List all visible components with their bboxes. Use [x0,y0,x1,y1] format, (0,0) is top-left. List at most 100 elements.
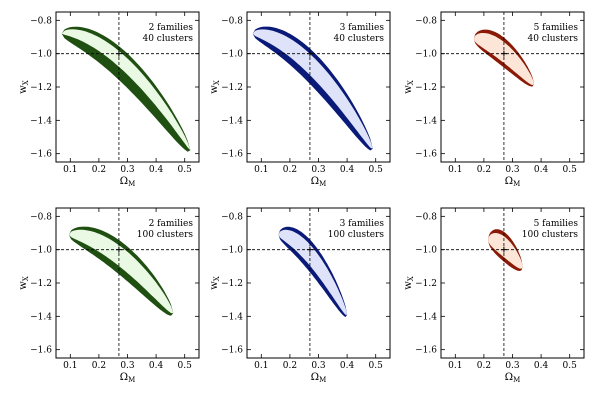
fiducial-point [115,50,122,57]
contour-regions [68,226,174,316]
contour-regions [61,26,191,152]
contour-level-1 [61,26,191,152]
panel-6: 0.1 0.2 0.3 0.4 0.5 −1.6 −1.4 −1.2 −1.0 −0.8 ΩM wX 5… [403,207,585,384]
x-tick-label: 0.4 [340,165,355,175]
annotation-line-2: 40 clusters [142,34,193,44]
panel-2: 0.1 0.2 0.3 0.4 0.5 −1.6 −1.4 −1.2 −1.0 −0.8 ΩM wX 3… [209,11,391,188]
y-axis-label: wX [18,80,30,94]
fiducial-point [115,246,122,253]
x-tick-label: 0.1 [63,361,77,371]
y-axis-label: wX [209,80,221,94]
y-tick-label: −0.8 [415,16,437,26]
annotation-line-2: 40 clusters [527,34,578,44]
x-tick-label: 0.3 [505,165,520,175]
annotation-line-2: 100 clusters [137,230,194,240]
y-tick-label: −1.4 [30,312,52,322]
annotation-line-1: 5 families [534,219,579,229]
y-tick-label: −1.0 [221,50,243,60]
x-tick-label: 0.1 [63,165,77,175]
y-axis-label: wX [209,276,221,290]
y-tick-label: −1.6 [415,346,437,356]
x-tick-label: 0.4 [534,361,549,371]
x-tick-label: 0.5 [369,165,384,175]
x-axis-label: ΩM [311,372,326,384]
x-tick-label: 0.2 [283,361,297,371]
fiducial-point [306,50,313,57]
y-tick-label: −1.0 [30,246,52,256]
fiducial-point [500,50,507,57]
panel-5: 0.1 0.2 0.3 0.4 0.5 −1.6 −1.4 −1.2 −1.0 −0.8 ΩM wX 3… [209,207,391,384]
contour-level-4 [68,229,174,314]
y-tick-label: −0.8 [221,212,243,222]
annotation-line-1: 3 families [340,219,385,229]
y-tick-label: −1.4 [415,312,437,322]
annotation-line-1: 2 families [149,23,194,33]
y-tick-label: −0.8 [221,16,243,26]
x-tick-label: 0.3 [120,165,135,175]
x-tick-label: 0.4 [340,361,355,371]
annotation-line-1: 2 families [149,219,194,229]
fiducial-point [500,246,507,253]
annotation-line-2: 100 clusters [328,230,385,240]
x-axis-label: ΩM [120,372,135,384]
y-tick-label: −1.4 [221,116,243,126]
annotation-line-2: 40 clusters [333,34,384,44]
y-tick-label: −1.0 [221,246,243,256]
x-tick-label: 0.3 [505,361,520,371]
y-tick-label: −1.6 [221,346,243,356]
x-tick-label: 0.3 [120,361,135,371]
x-tick-label: 0.3 [311,361,326,371]
x-tick-label: 0.4 [534,165,549,175]
x-tick-label: 0.5 [563,165,578,175]
x-tick-label: 0.3 [311,165,326,175]
contour-regions [252,26,373,151]
x-tick-label: 0.2 [283,165,297,175]
y-tick-label: −1.6 [30,150,52,160]
annotation-line-1: 3 families [340,23,385,33]
y-tick-label: −1.2 [30,279,52,289]
y-tick-label: −1.4 [415,116,437,126]
x-axis-label: ΩM [120,176,135,188]
x-tick-label: 0.5 [178,165,193,175]
y-tick-label: −0.8 [30,212,52,222]
y-tick-label: −1.6 [221,150,243,160]
y-tick-label: −1.6 [415,150,437,160]
x-tick-label: 0.1 [448,165,462,175]
contour-regions [278,226,348,317]
annotation-line-1: 5 families [534,23,579,33]
x-tick-label: 0.4 [149,361,164,371]
panel-3: 0.1 0.2 0.3 0.4 0.5 −1.6 −1.4 −1.2 −1.0 −0.8 ΩM wX 5… [403,11,585,188]
y-tick-label: −1.0 [30,50,52,60]
y-tick-label: −1.2 [30,83,52,93]
annotation-line-2: 100 clusters [522,230,579,240]
x-tick-label: 0.5 [178,361,193,371]
y-axis-label: wX [403,276,415,290]
y-tick-label: −1.4 [30,116,52,126]
x-tick-label: 0.4 [149,165,164,175]
y-tick-label: −1.2 [415,83,437,93]
y-tick-label: −1.0 [415,246,437,256]
x-axis-label: ΩM [311,176,326,188]
x-tick-label: 0.1 [254,165,268,175]
fiducial-point [306,246,313,253]
contour-level-4 [278,229,348,315]
y-tick-label: −0.8 [415,212,437,222]
panel-1: 0.1 0.2 0.3 0.4 0.5 −1.6 −1.4 −1.2 −1.0 −0.8 ΩM wX 2… [18,11,200,188]
x-tick-label: 0.1 [254,361,268,371]
x-tick-label: 0.5 [369,361,384,371]
x-tick-label: 0.5 [563,361,578,371]
x-tick-label: 0.1 [448,361,462,371]
y-tick-label: −1.6 [30,346,52,356]
contour-level-1 [252,26,373,151]
x-tick-label: 0.2 [92,361,106,371]
y-axis-label: wX [403,80,415,94]
x-axis-label: ΩM [505,372,520,384]
y-tick-label: −1.4 [221,312,243,322]
x-tick-label: 0.2 [477,165,491,175]
y-tick-label: −1.2 [415,279,437,289]
y-axis-label: wX [18,276,30,290]
panel-4: 0.1 0.2 0.3 0.4 0.5 −1.6 −1.4 −1.2 −1.0 −0.8 ΩM wX 2… [18,207,200,384]
y-tick-label: −0.8 [30,16,52,26]
x-tick-label: 0.2 [477,361,491,371]
